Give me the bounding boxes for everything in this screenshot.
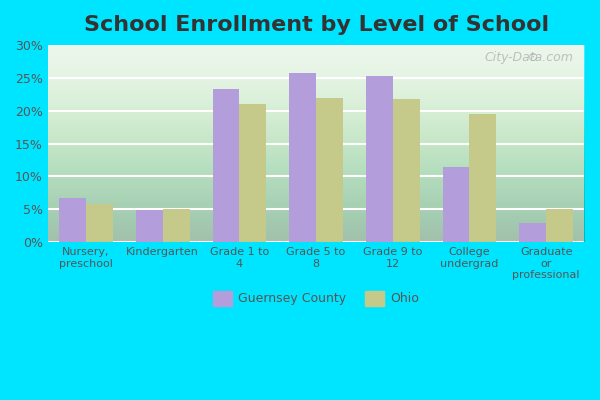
Bar (443, 166, 469, 242)
Text: ⊙: ⊙ (529, 51, 539, 64)
Bar (469, 114, 496, 242)
Text: City-Data.com: City-Data.com (485, 51, 574, 64)
Bar (366, 76, 393, 242)
Bar (59, 198, 86, 242)
Bar (136, 210, 163, 242)
Bar (316, 98, 343, 242)
Bar (239, 104, 266, 242)
Bar (546, 209, 573, 242)
Title: School Enrollment by Level of School: School Enrollment by Level of School (83, 15, 548, 35)
Bar (519, 223, 546, 242)
Bar (212, 89, 239, 242)
Legend: Guernsey County, Ohio: Guernsey County, Ohio (208, 286, 424, 311)
Bar (163, 209, 190, 242)
Bar (393, 99, 419, 242)
Bar (289, 73, 316, 242)
Bar (86, 204, 113, 242)
